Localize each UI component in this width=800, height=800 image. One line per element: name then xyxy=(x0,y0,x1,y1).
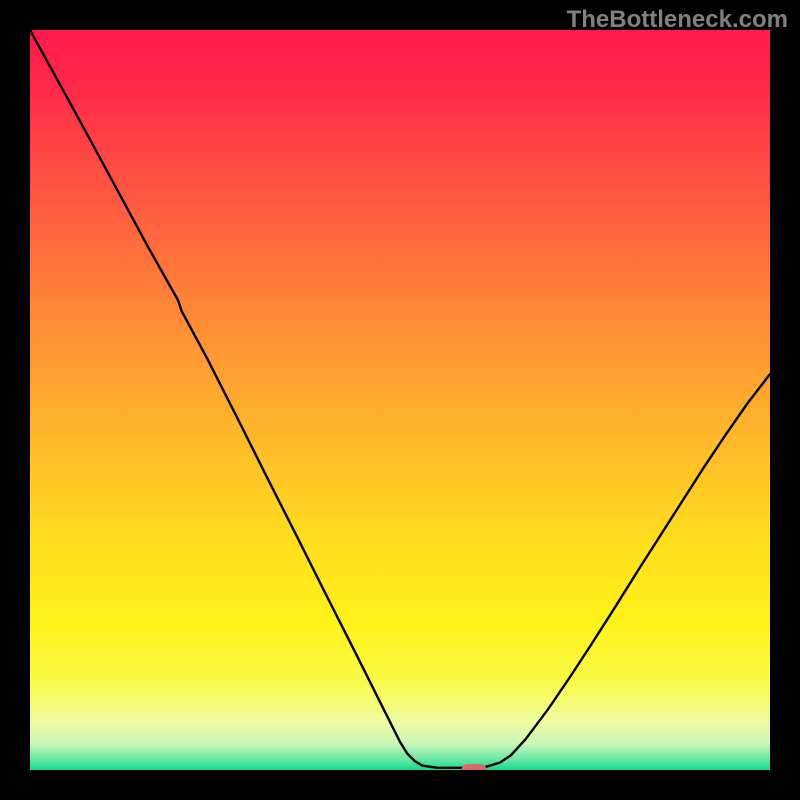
frame-right xyxy=(770,0,800,800)
watermark-text: TheBottleneck.com xyxy=(567,6,788,34)
frame-bottom xyxy=(0,770,800,800)
bottleneck-chart xyxy=(0,0,800,800)
plot-background xyxy=(30,30,770,770)
frame-left xyxy=(0,0,30,800)
